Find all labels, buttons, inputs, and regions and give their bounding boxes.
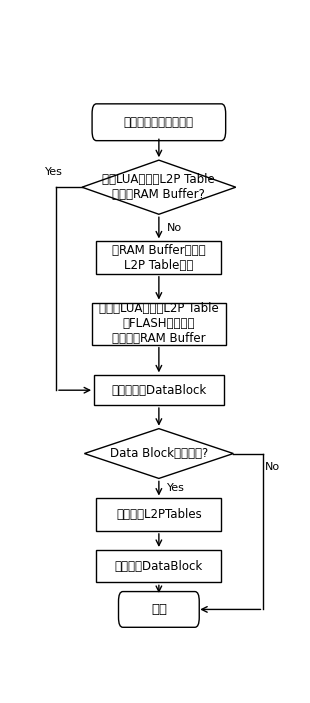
Bar bbox=[96, 241, 221, 273]
Text: No: No bbox=[265, 462, 281, 472]
Text: Yes: Yes bbox=[167, 484, 185, 494]
Text: Data Block是否已满?: Data Block是否已满? bbox=[110, 447, 208, 460]
Text: 将当前LUA所属的L2P Table
从FLASH读取出来
并放置于RAM Buffer: 将当前LUA所属的L2P Table 从FLASH读取出来 并放置于RAM Bu… bbox=[99, 302, 219, 345]
Bar bbox=[96, 498, 221, 531]
Text: Yes: Yes bbox=[45, 167, 63, 177]
Text: 取得新的DataBlock: 取得新的DataBlock bbox=[115, 560, 203, 573]
Text: 数据随机写入命令发生: 数据随机写入命令发生 bbox=[124, 116, 194, 129]
Text: 批量更新L2PTables: 批量更新L2PTables bbox=[116, 508, 202, 521]
Text: 查询LUA所属的L2P Table
是否在RAM Buffer?: 查询LUA所属的L2P Table 是否在RAM Buffer? bbox=[103, 173, 215, 201]
Bar bbox=[92, 302, 226, 344]
FancyBboxPatch shape bbox=[118, 591, 199, 627]
Text: 将数据写入DataBlock: 将数据写入DataBlock bbox=[111, 384, 206, 396]
Polygon shape bbox=[82, 160, 236, 214]
Bar bbox=[94, 375, 224, 405]
FancyBboxPatch shape bbox=[92, 104, 226, 141]
Text: No: No bbox=[167, 223, 182, 233]
Text: 从RAM Buffer选一个
L2P Table淘汰: 从RAM Buffer选一个 L2P Table淘汰 bbox=[112, 243, 206, 271]
Text: 完成: 完成 bbox=[151, 603, 167, 616]
Bar bbox=[96, 550, 221, 582]
Polygon shape bbox=[84, 429, 233, 479]
